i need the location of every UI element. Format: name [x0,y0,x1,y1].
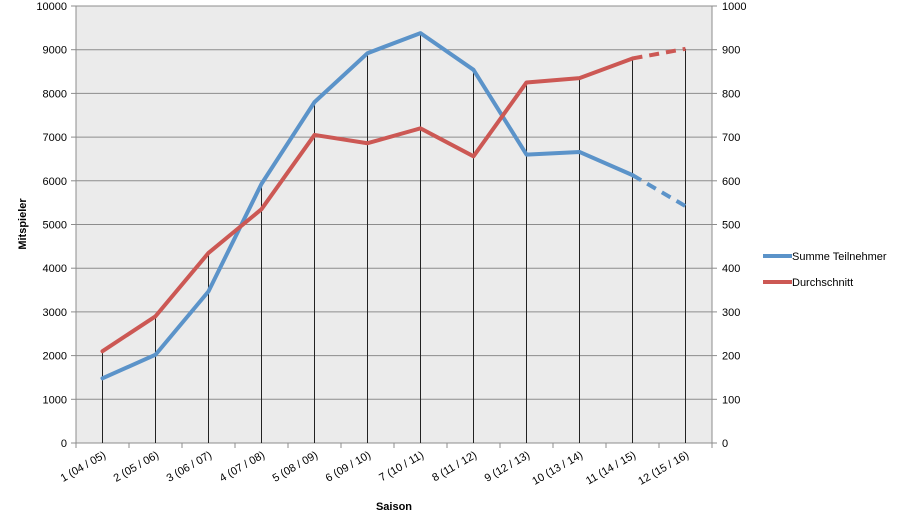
y-tick-label: 4000 [43,263,67,275]
x-tick-label: 7 (10 / 11) [377,449,426,484]
series-projection-summe-teilnehmer [631,173,687,208]
x-tick-label: 8 (11 / 12) [430,449,479,484]
x-tick-label: 12 (15 / 16) [636,449,691,488]
y-tick-label: 2000 [43,351,67,363]
y2-tick-label: 1000 [722,1,746,13]
x-tick-label: 10 (13 / 14) [530,449,585,488]
gridlines [76,49,712,400]
drop-lines [102,33,686,443]
x-tick-label: 6 (09 / 10) [324,449,373,484]
y2-tick-label: 400 [722,263,740,275]
x-tick-label: 2 (05 / 06) [112,449,161,484]
y-tick-label: 8000 [43,88,67,100]
y2-tick-label: 0 [722,438,728,450]
y2-tick-label: 600 [722,176,740,188]
y2-tick-label: 900 [722,45,740,57]
legend: Summe Teilnehmer Durchschnitt [763,251,887,289]
x-tick-label: 1 (04 / 05) [59,449,108,484]
y-tick-label: 5000 [43,220,67,232]
series-line-durchschnitt [100,56,635,354]
y2-tick-label: 200 [722,351,740,363]
y2-tick-label: 700 [722,132,740,144]
y-axis-title: Mitspieler [17,198,29,250]
y2-tick-label: 100 [722,394,740,406]
x-tick-label: 9 (12 / 13) [483,449,532,484]
y-tick-label: 0 [61,438,67,450]
y-axis-left: 0 1000 2000 3000 4000 5000 6000 7000 8000 9000 100… [36,1,76,450]
y-tick-label: 9000 [43,45,67,57]
y-tick-label: 6000 [43,176,67,188]
legend-label: Durchschnitt [792,277,853,289]
series-lines [100,31,687,381]
y-tick-label: 1000 [43,394,67,406]
y-tick-label: 7000 [43,132,67,144]
x-tick-label: 5 (08 / 09) [271,449,320,484]
y2-tick-label: 300 [722,307,740,319]
y-tick-label: 10000 [36,1,67,13]
y2-tick-label: 500 [722,220,740,232]
x-tick-label: 11 (14 / 15) [584,449,638,487]
legend-label: Summe Teilnehmer [792,251,887,263]
x-axis-title: Saison [376,501,412,513]
series-line-summe-teilnehmer [100,31,635,381]
series-projection-durchschnitt [632,46,686,61]
y2-tick-label: 800 [722,88,740,100]
x-axis: 1 (04 / 05) 2 (05 / 06) 3 (06 / 07) 4 (07 /… [59,443,713,488]
y-axis-right: 0 100 200 300 400 500 600 700 800 900 1000 [712,1,746,450]
x-tick-label: 3 (06 / 07) [165,449,214,484]
y-tick-label: 3000 [43,307,67,319]
x-tick-label: 4 (07 / 08) [218,449,267,484]
